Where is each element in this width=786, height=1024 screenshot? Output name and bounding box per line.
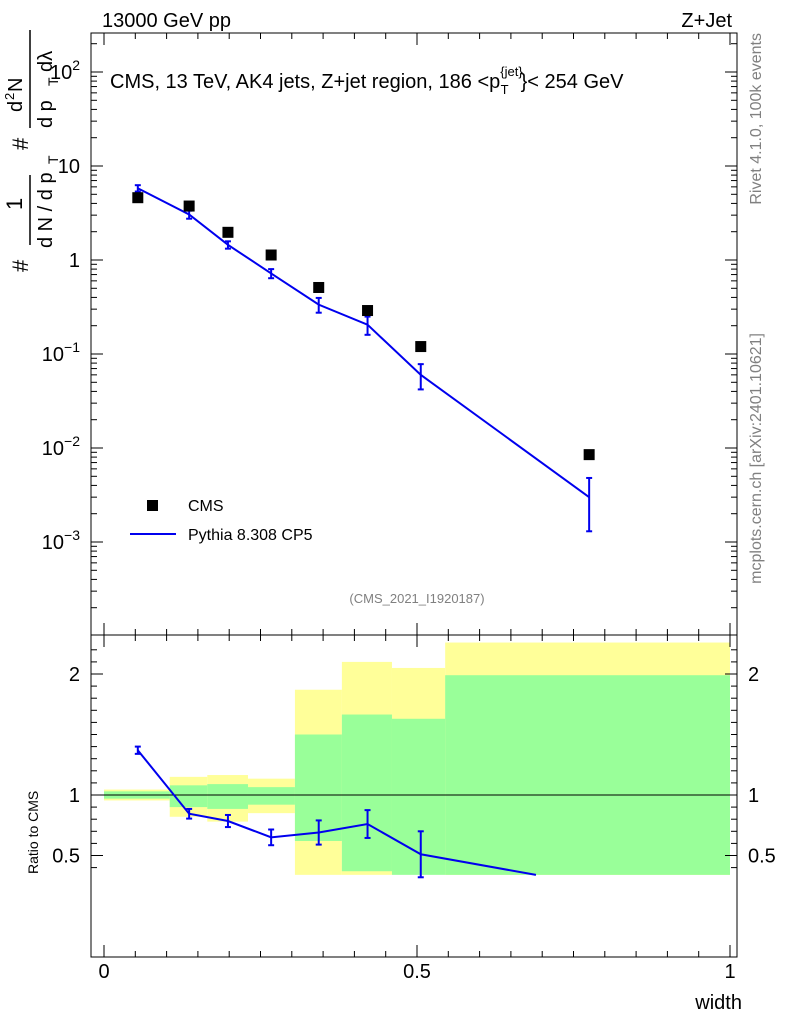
legend-cms-label: CMS [188,498,224,515]
ratio-bands [104,642,730,875]
tick-base: 10 [42,344,64,366]
ratio-y-tick-label-right: 1 [748,785,759,807]
cms-data-point [183,200,195,212]
x-axis-label: width [694,992,742,1014]
ratio-y-tick-label-right: 0.5 [748,846,776,868]
ratio-y-axis-label: Ratio to CMS [25,791,41,874]
main-y-tick-label: 1 [69,250,80,272]
ylabel-dn-dpt: d N / d p [35,172,57,248]
pythia-line [137,187,590,498]
ylabel-dpt: d p [35,100,57,128]
legend-pythia-label: Pythia 8.308 CP5 [188,527,313,544]
ratio-y-tick-label-right: 2 [748,664,759,686]
ylabel-n: N [5,78,27,92]
ratio-panel: 0.5 0.51 12 2 0 0.5 1 Ratio to CMS width [25,634,776,1014]
ylabel-sub-t: T [45,155,61,164]
ratio-band-green [247,787,295,805]
cms-data-point [265,249,277,261]
ratio-band-green [341,714,392,872]
tick-base: 10 [50,62,72,84]
ylabel-hash-2: # [8,137,33,150]
main-y-tick-label: 10−1 [42,339,80,366]
ylabel-hash-1: # [8,259,33,272]
ratio-y-tick-label-left: 1 [69,785,80,807]
ratio-band-green [445,675,730,875]
legend: CMS Pythia 8.308 CP5 [130,498,313,544]
main-series [132,184,595,533]
ratio-y-tick-label-left: 0.5 [52,846,80,868]
cms-data-point [222,226,234,238]
ylabel-dlambda: dλ [35,51,57,72]
ylabel-sup-2: 2 [2,93,17,100]
cms-data-point [362,305,374,317]
main-frame [90,32,738,636]
ratio-pythia-line [137,749,537,876]
ylabel-d: d [5,101,27,112]
legend-cms-marker [147,500,158,511]
cms-data-point [583,449,595,461]
ylabel-one: 1 [2,198,27,210]
ratio-band-green [391,718,446,875]
ratio-frame [90,634,738,958]
tick-exponent: 2 [72,57,80,73]
main-y-tick-label: 10 [58,156,80,178]
ylabel-sub-t-2: T [45,77,61,86]
ratio-series [134,745,537,879]
x-tick-label: 1 [724,961,735,983]
ratio-y-tick-labels: 0.5 0.5 1 1 2 2 [52,664,776,868]
title-main-part: CMS, 13 TeV, AK4 jets, Z+jet region, 186… [110,71,500,93]
tick-exponent: −3 [64,527,80,543]
tick-exponent: −1 [64,339,80,355]
tick-exponent: −2 [64,433,80,449]
cms-data-point [313,281,325,293]
main-axis-ticks [91,33,737,635]
title-end: }< 254 GeV [521,71,625,93]
ratio-y-tick-label-left: 2 [69,664,80,686]
main-y-tick-label: 10−2 [42,433,80,460]
ratio-x-tick-labels: 0 0.5 1 [98,961,735,983]
header-left: 13000 GeV pp [102,10,231,32]
analysis-watermark: (CMS_2021_I1920187) [349,591,484,606]
ratio-band-green [207,784,248,809]
main-title: CMS, 13 TeV, AK4 jets, Z+jet region, 186… [110,64,624,97]
cms-data-point [415,341,427,353]
title-sup: {jet} [500,64,523,79]
mcplots-label: mcplots.cern.ch [arXiv:2401.10621] [748,333,765,584]
main-y-tick-label: 102 [50,57,80,84]
tick-base: 10 [42,438,64,460]
title-sub: T [501,82,509,97]
x-tick-label: 0 [98,961,109,983]
main-y-axis-label: # 1 d N / d p T # d 2 N d p T dλ [2,30,61,272]
cms-data-point [132,192,144,204]
header-right: Z+Jet [681,10,732,32]
rivet-label: Rivet 4.1.0, 100k events [748,33,765,205]
main-y-tick-label: 10−3 [42,527,80,554]
x-tick-label: 0.5 [403,961,431,983]
tick-base: 1 [69,250,80,272]
tick-base: 10 [42,532,64,554]
tick-base: 10 [58,156,80,178]
ratio-axis-ticks [91,635,737,957]
